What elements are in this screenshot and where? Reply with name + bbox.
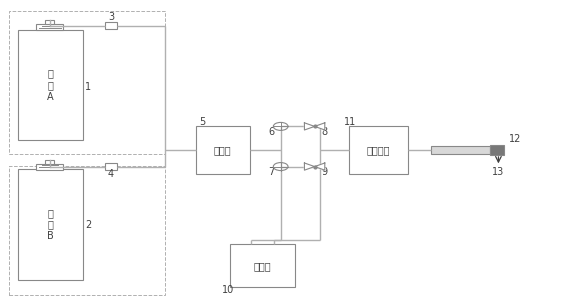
Text: 5: 5: [200, 117, 206, 127]
Bar: [105, 22, 117, 29]
Bar: [196, 126, 249, 174]
Text: 10: 10: [222, 286, 234, 295]
Bar: [105, 163, 117, 170]
Text: 混合室: 混合室: [214, 145, 231, 155]
Bar: [45, 160, 54, 164]
Text: 2: 2: [85, 220, 91, 229]
Bar: [45, 20, 54, 24]
Bar: [36, 24, 64, 30]
Bar: [490, 145, 504, 155]
Text: 钢
瓶
A: 钢 瓶 A: [47, 68, 53, 102]
Bar: [36, 164, 64, 170]
Bar: [18, 30, 83, 140]
Bar: [18, 169, 83, 280]
Text: 4: 4: [108, 169, 114, 179]
Text: 预冷系统: 预冷系统: [366, 145, 390, 155]
Bar: [430, 146, 490, 154]
Text: 11: 11: [344, 117, 357, 127]
Text: 3: 3: [108, 12, 114, 22]
Text: 1: 1: [85, 82, 91, 91]
Text: 13: 13: [492, 167, 505, 177]
Polygon shape: [315, 123, 325, 130]
Text: 9: 9: [321, 167, 327, 177]
Text: 钢
瓶
B: 钢 瓶 B: [47, 208, 53, 241]
Text: 8: 8: [321, 127, 327, 137]
Polygon shape: [304, 163, 315, 170]
Polygon shape: [315, 163, 325, 170]
Text: 控制器: 控制器: [253, 261, 271, 271]
Text: 7: 7: [268, 167, 274, 177]
Text: 6: 6: [268, 127, 274, 137]
Bar: [349, 126, 408, 174]
Bar: [9, 11, 165, 154]
Bar: [230, 245, 295, 287]
Polygon shape: [304, 123, 315, 130]
Text: 12: 12: [509, 134, 522, 144]
Bar: [9, 166, 165, 295]
